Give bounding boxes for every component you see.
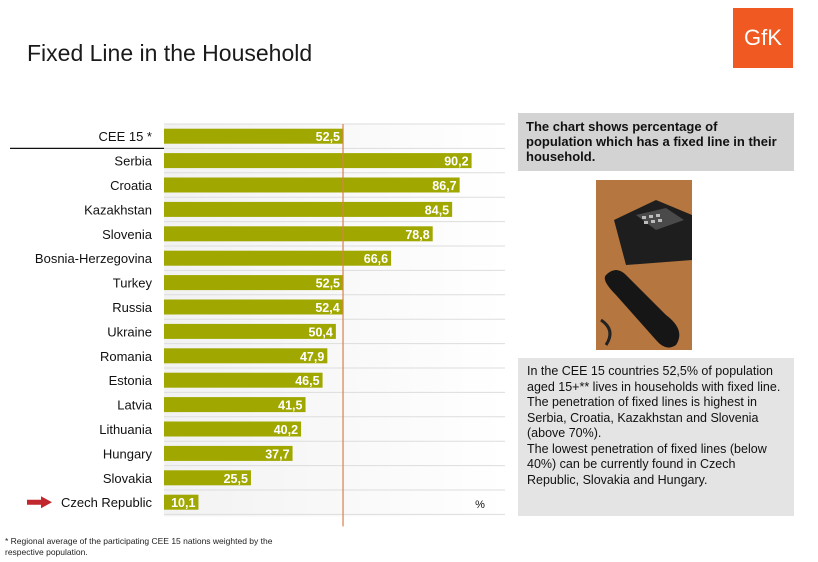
unit-label: %	[475, 499, 485, 511]
data-label: 10,1	[171, 496, 195, 510]
data-label: 84,5	[425, 203, 449, 217]
category-label: Lithuania	[99, 422, 153, 437]
bar	[164, 275, 344, 291]
category-label: Bosnia-Herzegovina	[35, 251, 153, 266]
data-label: 50,4	[309, 325, 333, 339]
category-label: Croatia	[110, 178, 153, 193]
bar	[164, 470, 251, 486]
category-label: Serbia	[114, 154, 152, 169]
bar	[164, 372, 323, 388]
bar	[164, 348, 328, 364]
category-label: Czech Republic	[61, 495, 153, 510]
page-title: Fixed Line in the Household	[27, 40, 313, 66]
data-label: 25,5	[224, 472, 248, 486]
data-label: 47,9	[300, 350, 324, 364]
data-label: 52,4	[315, 301, 339, 315]
gfk-logo: GfK	[733, 8, 793, 68]
data-label: 37,7	[265, 447, 289, 461]
category-label: Russia	[112, 300, 153, 315]
bar	[164, 226, 433, 242]
footnote: * Regional average of the participating …	[5, 536, 273, 557]
data-label: 52,5	[316, 130, 340, 144]
category-label: Kazakhstan	[84, 202, 152, 217]
bar-chart: 52,5 CEE 15 * 90,2 Serbia 86,7 Croatia 84,5 Kaz…	[10, 123, 505, 527]
data-label: 52,5	[316, 277, 340, 291]
data-label: 41,5	[278, 399, 302, 413]
bar	[164, 323, 336, 339]
bar	[164, 299, 343, 315]
info-box: The chart shows percentage of population…	[518, 113, 794, 171]
category-label: Estonia	[109, 373, 153, 388]
data-label: 90,2	[444, 155, 468, 169]
category-label: Hungary	[103, 446, 153, 461]
bar	[164, 421, 302, 437]
category-label: Slovenia	[102, 227, 153, 242]
summary-paragraph: The lowest penetration of fixed lines (b…	[527, 441, 767, 487]
bar	[164, 153, 472, 169]
category-label: Turkey	[113, 276, 153, 291]
category-label: Slovakia	[103, 471, 153, 486]
summary-paragraph: The penetration of fixed lines is highes…	[527, 395, 759, 440]
bar	[164, 250, 392, 266]
category-label: Latvia	[117, 398, 152, 413]
category-label: Romania	[100, 349, 153, 364]
bar	[164, 177, 460, 193]
data-label: 40,2	[274, 423, 298, 437]
bar	[164, 445, 293, 461]
summary-paragraph: In the CEE 15 countries 52,5% of populat…	[527, 364, 781, 394]
category-label: Ukraine	[107, 324, 152, 339]
telephone-photo	[596, 180, 692, 350]
category-label: CEE 15 *	[99, 129, 152, 144]
data-label: 66,6	[364, 252, 388, 266]
summary-box: In the CEE 15 countries 52,5% of populat…	[518, 358, 794, 516]
data-label: 78,8	[405, 228, 429, 242]
telephone-icon	[596, 180, 692, 350]
highlight-arrow-icon	[27, 496, 52, 509]
data-label: 46,5	[295, 374, 319, 388]
bar	[164, 494, 199, 510]
data-label: 86,7	[432, 179, 456, 193]
bar	[164, 397, 306, 413]
bar	[164, 128, 344, 144]
bar	[164, 201, 453, 217]
